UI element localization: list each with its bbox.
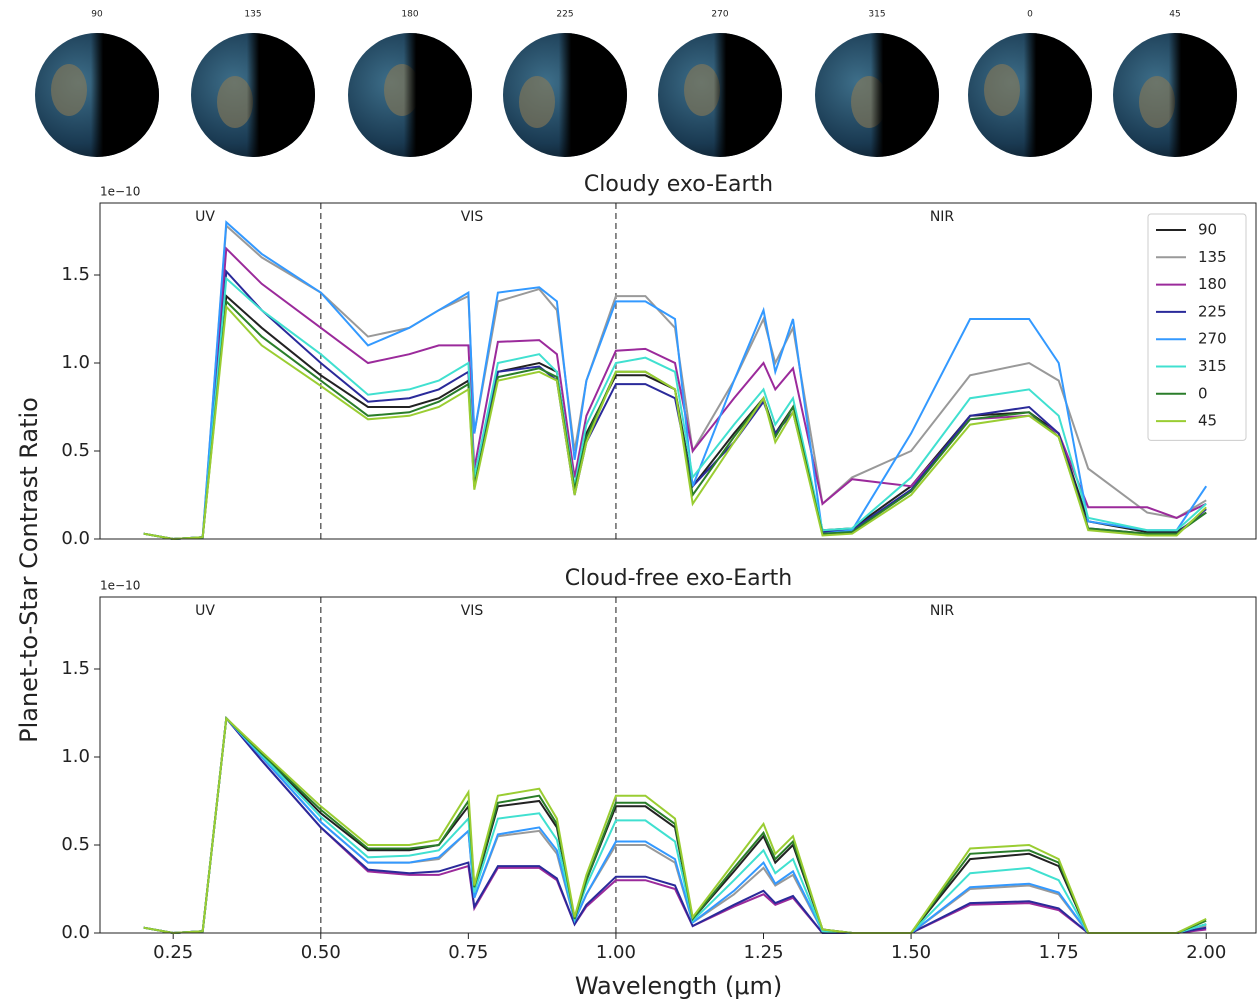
x-tick-label: 1.50	[891, 942, 931, 963]
legend-label: 135	[1198, 248, 1227, 266]
x-axis-label: Wavelength (μm)	[575, 972, 782, 1000]
x-tick-label: 2.00	[1186, 942, 1226, 963]
figure: Planet-to-Star Contrast Ratio 90 135 180 22…	[0, 0, 1258, 1002]
series-line	[144, 301, 1207, 539]
y-tick-label: 0.0	[61, 528, 90, 549]
globe-shadow	[1113, 33, 1237, 157]
offset-text: 1e−10	[100, 579, 140, 593]
y-tick-label: 1.0	[61, 746, 90, 767]
x-tick-label: 0.50	[301, 942, 341, 963]
x-tick-label: 0.25	[153, 942, 193, 963]
y-tick-label: 0.5	[61, 834, 90, 855]
globe-shadow	[815, 33, 939, 157]
legend-label: 90	[1198, 221, 1217, 239]
x-tick-label: 1.00	[596, 942, 636, 963]
plot-lines	[144, 222, 1207, 539]
x-tick-label: 1.75	[1039, 942, 1079, 963]
globe-label: 0	[1027, 10, 1033, 20]
region-label: UV	[195, 603, 215, 619]
globe-label: 225	[556, 10, 573, 20]
globe-label: 135	[244, 10, 261, 20]
globe-label: 180	[401, 10, 418, 20]
region-label: UV	[195, 209, 215, 225]
legend-label: 45	[1198, 412, 1217, 430]
globe-shadow	[503, 33, 627, 157]
chart-title: Cloud-free exo-Earth	[565, 566, 792, 591]
x-tick-label: 1.25	[743, 942, 783, 963]
region-label: NIR	[930, 209, 955, 225]
globe-shadow	[191, 33, 315, 157]
chart-title: Cloudy exo-Earth	[584, 172, 773, 197]
legend-label: 315	[1198, 357, 1227, 375]
y-tick-label: 0.0	[61, 922, 90, 943]
legend-box	[1148, 214, 1246, 440]
y-tick-label: 0.5	[61, 440, 90, 461]
legend-label: 225	[1198, 302, 1227, 320]
legend-label: 180	[1198, 275, 1227, 293]
y-axis-label: Planet-to-Star Contrast Ratio	[15, 397, 43, 743]
globe-label: 315	[868, 10, 885, 20]
series-line	[144, 718, 1207, 933]
legend-label: 270	[1198, 330, 1227, 348]
globe-label: 45	[1169, 10, 1180, 20]
series-line	[144, 222, 1207, 539]
y-tick-label: 1.5	[61, 264, 90, 285]
y-tick-label: 1.0	[61, 352, 90, 373]
plot-lines	[144, 718, 1207, 933]
globe-label: 270	[711, 10, 728, 20]
region-label: VIS	[461, 603, 484, 619]
offset-text: 1e−10	[100, 185, 140, 199]
globe-shadow	[968, 33, 1092, 157]
region-label: NIR	[930, 603, 955, 619]
y-tick-label: 1.5	[61, 658, 90, 679]
globe-shadow	[348, 33, 472, 157]
series-line	[144, 279, 1207, 540]
x-tick-label: 0.75	[448, 942, 488, 963]
legend-label: 0	[1198, 384, 1208, 402]
series-line	[144, 226, 1207, 539]
globe-shadow	[658, 33, 782, 157]
page: Planet-to-Star Contrast Ratio 90 135 180 22…	[0, 0, 1258, 1002]
globe-shadow	[35, 33, 159, 157]
globe-label: 90	[91, 10, 103, 20]
region-label: VIS	[461, 209, 484, 225]
